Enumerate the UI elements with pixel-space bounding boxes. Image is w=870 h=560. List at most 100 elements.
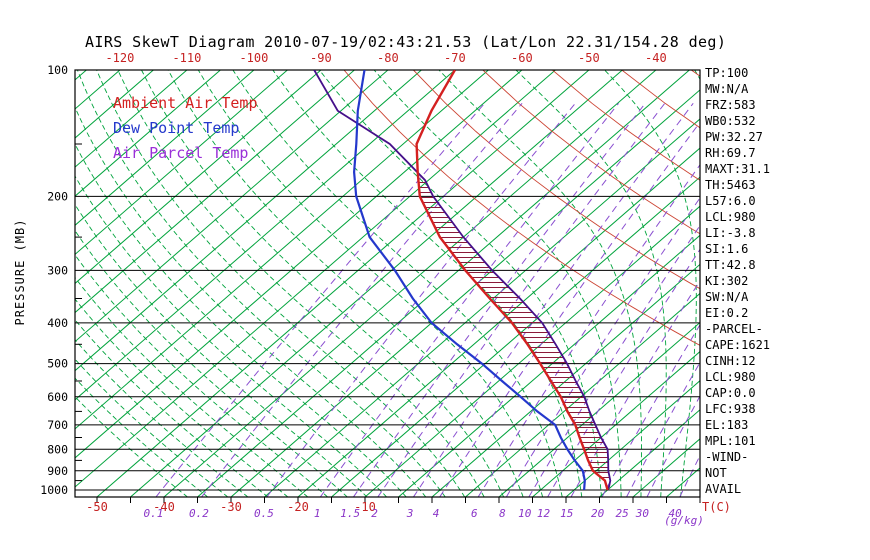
stats-line: CAP:0.0 xyxy=(705,386,756,400)
moist-adiabat-line xyxy=(373,70,622,497)
mixing-ratio-tick-label: 4 xyxy=(433,507,440,520)
mixing-ratio-line xyxy=(155,102,485,497)
stats-line: LFC:938 xyxy=(705,402,756,416)
mixing-ratio-tick-label: 30 xyxy=(635,507,650,520)
mixing-ratio-tick-label: 1 xyxy=(314,507,321,520)
temperature-curve xyxy=(415,70,609,491)
top-temp-tick-label: -110 xyxy=(172,51,201,65)
isotherm-line xyxy=(75,70,523,459)
moist-adiabat-line xyxy=(75,339,249,497)
mixing-ratio-tick-label: 15 xyxy=(560,507,573,520)
moist-adiabat-line xyxy=(75,229,348,497)
isotherm-line xyxy=(75,70,456,401)
legend-ambient-air-temp: Ambient Air Temp xyxy=(113,94,258,112)
isotherm-line xyxy=(75,70,355,314)
top-temp-tick-label: -70 xyxy=(444,51,466,65)
stats-line: MAXT:31.1 xyxy=(705,162,770,176)
dry-adiabat-line xyxy=(413,70,700,290)
isotherm-grid xyxy=(75,70,700,497)
mixing-ratio-line xyxy=(477,163,700,497)
cape-hatch-polygon xyxy=(418,180,610,479)
mixing-ratio-tick-label: 0.2 xyxy=(189,507,209,520)
mixing-ratio-unit-label: (g/kg) xyxy=(664,514,704,527)
pressure-tick-label: 500 xyxy=(47,357,68,371)
isotherm-line xyxy=(96,70,590,497)
isotherm-line xyxy=(431,263,700,497)
sounding-curves xyxy=(313,70,612,491)
pressure-tick-label: 900 xyxy=(47,464,68,478)
moist-adiabat-line xyxy=(197,70,544,497)
isotherm-line xyxy=(163,70,657,497)
mixing-ratio-line xyxy=(570,279,700,497)
isotherm-line xyxy=(75,70,422,372)
stats-line: KI:302 xyxy=(705,274,748,288)
moist-adiabat-line xyxy=(75,254,329,497)
stats-line: CAPE:1621 xyxy=(705,338,770,352)
dewpoint-curve xyxy=(352,70,586,491)
mixing-ratio-tick-label: 3 xyxy=(406,507,414,520)
moist-adiabat-line xyxy=(141,70,505,497)
pressure-tick-label: 800 xyxy=(47,442,68,456)
moist-adiabat-line xyxy=(272,70,583,497)
stats-line: MPL:101 xyxy=(705,434,756,448)
isotherm-line xyxy=(130,70,623,497)
isotherm-line xyxy=(465,292,700,497)
top-temp-tick-label: -80 xyxy=(377,51,399,65)
dry-adiabat-line xyxy=(761,70,870,497)
bottom-temp-tick-label: -10 xyxy=(354,500,376,514)
isotherm-line xyxy=(264,118,700,497)
isotherm-line xyxy=(75,70,255,226)
isotherm-line xyxy=(532,350,700,497)
parcel-curve xyxy=(313,70,612,491)
stats-line: PW:32.27 xyxy=(705,130,763,144)
pressure-tick-label: 300 xyxy=(47,263,68,277)
stats-line: NOT xyxy=(705,466,727,480)
pressure-axis-labels: 100 200 300 400 500 600 700 800 900 1000 xyxy=(40,63,68,497)
moist-adiabat-line xyxy=(75,203,368,497)
stats-line: SI:1.6 xyxy=(705,242,748,256)
moist-adiabat-line xyxy=(117,70,485,497)
stats-line: LCL:980 xyxy=(705,370,756,384)
stats-line: TT:42.8 xyxy=(705,258,756,272)
mixing-ratio-tick-label: 20 xyxy=(591,507,605,520)
stats-line: L57:6.0 xyxy=(705,194,756,208)
stats-line: TP:100 xyxy=(705,66,748,80)
pressure-tick-label: 700 xyxy=(47,418,68,432)
bottom-axis-labels: -50 -40 -30 -20 -10 0.1 0.2 0.5 1 1.5 2 3 4 6 8 10 12 15 2… xyxy=(86,500,682,520)
isotherm-line xyxy=(75,70,221,197)
mixing-ratio-line xyxy=(547,248,700,497)
chart-title: AIRS SkewT Diagram 2010-07-19/02:43:21.5… xyxy=(85,33,726,51)
mixing-ratio-line xyxy=(439,121,700,497)
dry-adiabat-grid xyxy=(343,70,870,497)
mixing-ratio-tick-label: 12 xyxy=(537,507,551,520)
legend-air-parcel-temp: Air Parcel Temp xyxy=(113,144,248,162)
moist-adiabat-line xyxy=(232,70,563,497)
moist-adiabat-line xyxy=(75,319,269,497)
moist-adiabat-line xyxy=(76,70,446,497)
stats-line: EI:0.2 xyxy=(705,306,748,320)
mixing-ratio-tick-label: 6 xyxy=(471,507,478,520)
moist-adiabat-line xyxy=(75,276,309,497)
stats-line: EL:183 xyxy=(705,418,748,432)
stats-line: TH:5463 xyxy=(705,178,756,192)
pressure-tick-label: 100 xyxy=(47,63,68,77)
top-temp-tick-label: -120 xyxy=(105,51,134,65)
bottom-temp-tick-label: -20 xyxy=(287,500,309,514)
bottom-temp-tick-label: -50 xyxy=(86,500,108,514)
moist-adiabat-grid xyxy=(75,70,700,497)
isotherm-line xyxy=(75,70,489,430)
top-temp-tick-label: -100 xyxy=(239,51,268,65)
cape-hatch-area xyxy=(418,180,610,479)
mixing-ratio-tick-label: 0.1 xyxy=(143,507,163,520)
dry-adiabat-line xyxy=(343,70,700,346)
mixing-ratio-tick-label: 25 xyxy=(615,507,628,520)
dry-adiabat-line xyxy=(830,70,870,497)
mixing-ratio-line xyxy=(528,224,700,497)
legend-dew-point-temp: Dew Point Temp xyxy=(113,119,239,137)
isotherm-line xyxy=(197,70,690,497)
isotherm-line xyxy=(565,380,700,497)
top-temp-tick-label: -50 xyxy=(578,51,600,65)
stats-line: WB0:532 xyxy=(705,114,756,128)
mixing-ratio-line xyxy=(352,102,646,497)
mixing-ratio-line xyxy=(601,323,700,497)
